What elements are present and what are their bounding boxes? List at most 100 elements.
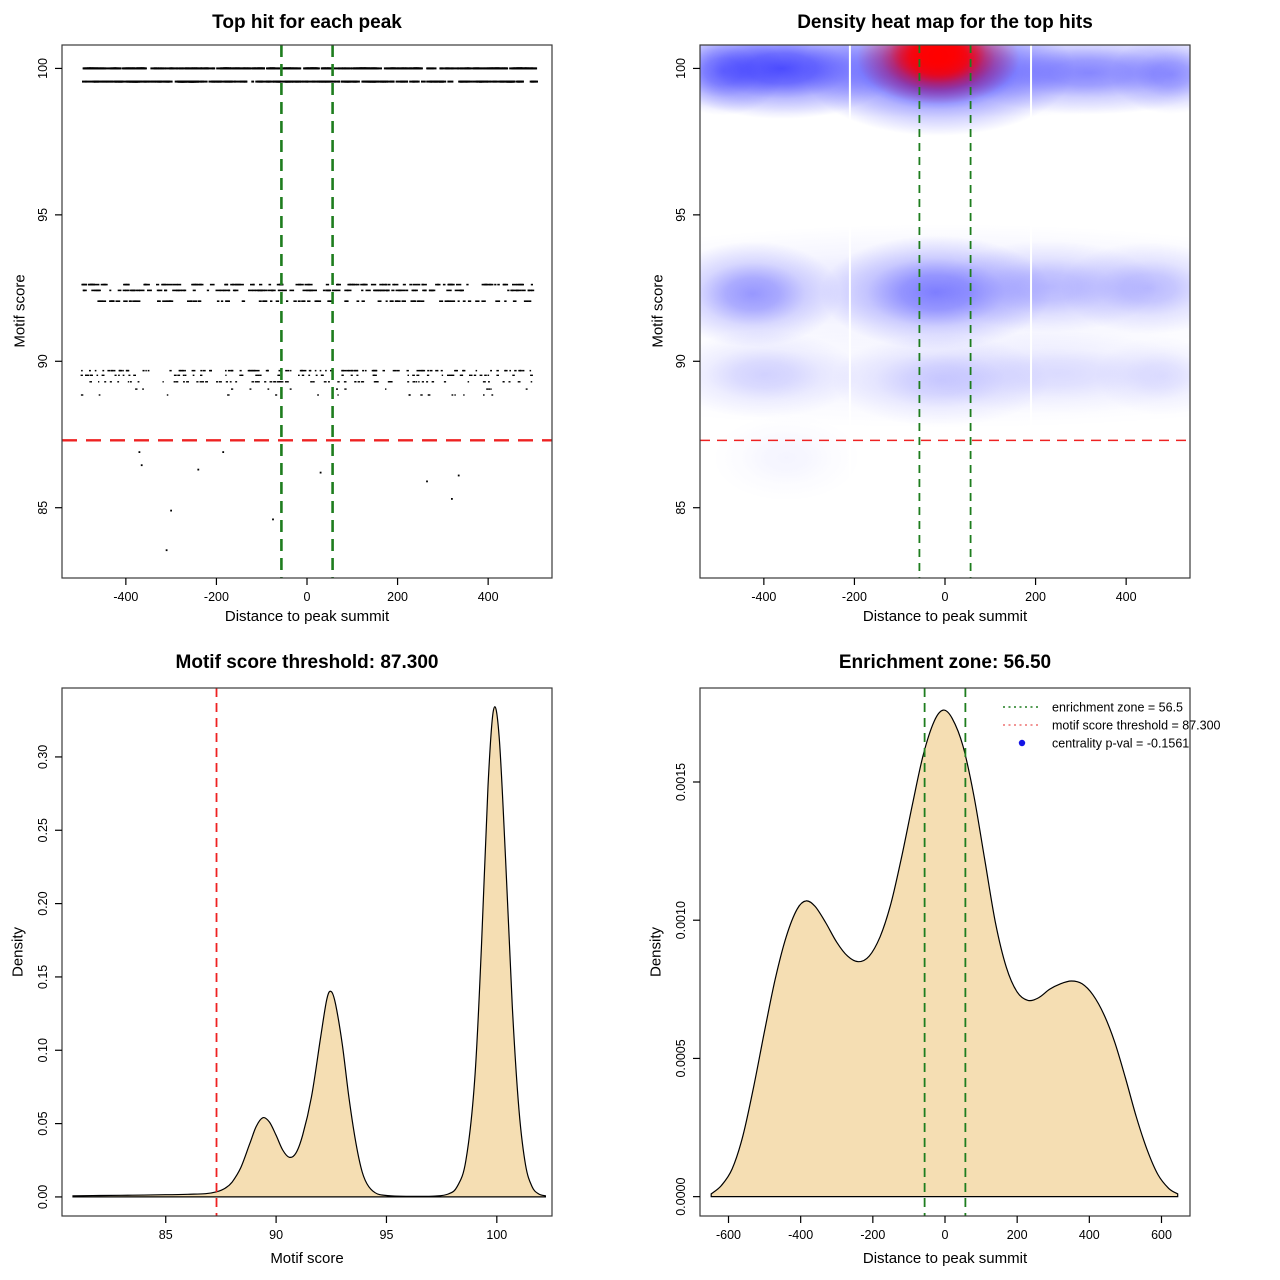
- x-axis-label-top-left: Distance to peak summit: [224, 608, 390, 625]
- plot-box: [61, 44, 553, 579]
- y-axis-ticks: 0.0000 0.0005 0.0010 0.0015: [674, 763, 700, 1216]
- y-tick-label: 0.20: [36, 891, 50, 915]
- y-axis-ticks: 85 90 95 100: [674, 58, 700, 515]
- scatter-band: [82, 289, 535, 292]
- density-curve: [72, 706, 546, 1198]
- x-tick-label: 100: [486, 1228, 507, 1242]
- data-point: [140, 464, 143, 467]
- x-axis-label-top-right: Distance to peak summit: [862, 608, 1028, 625]
- x-tick-label: -600: [716, 1228, 741, 1242]
- legend: enrichment zone = 56.5 motif score thresh…: [1003, 701, 1221, 751]
- y-tick-label: 0.05: [36, 1111, 50, 1135]
- y-tick-label: 95: [674, 208, 688, 222]
- scatter-band: [89, 381, 533, 383]
- x-tick-label: -400: [751, 590, 776, 604]
- heat-blob: [700, 241, 841, 347]
- heat-blob: [1110, 45, 1190, 114]
- y-tick-label: 0.15: [36, 965, 50, 989]
- panel-title-heatmap: Density heat map for the top hits: [797, 12, 1093, 33]
- x-axis-label-bottom-left: Motif score: [270, 1250, 344, 1267]
- x-tick-label: 200: [387, 590, 408, 604]
- panel-2: 85 90 95 100 0.00 0.05 0.10 0.15 0.20 0.25 0.30: [36, 687, 553, 1242]
- data-point: [165, 549, 168, 552]
- y-tick-label: 85: [36, 501, 50, 515]
- heat-blob: [890, 45, 986, 84]
- x-axis-ticks: -400 -200 0 200 400: [751, 578, 1137, 604]
- x-tick-label: -400: [113, 590, 138, 604]
- x-tick-label: 200: [1007, 1228, 1028, 1242]
- legend-label: centrality p-val = -0.1561: [1052, 737, 1189, 751]
- y-tick-label: 95: [36, 208, 50, 222]
- panel-title-top-hits: Top hit for each peak: [212, 12, 402, 33]
- panel-title-score-threshold: Motif score threshold: 87.300: [175, 652, 439, 673]
- y-tick-label: 0.0015: [674, 763, 688, 801]
- y-axis-label-bottom-left: Density: [9, 926, 27, 978]
- x-tick-label: -200: [842, 590, 867, 604]
- heat-blob: [1094, 336, 1190, 416]
- y-tick-label: 100: [36, 58, 50, 79]
- data-point: [222, 451, 225, 453]
- y-axis-label-bottom-right: Density: [647, 926, 665, 978]
- density-curve: [710, 709, 1179, 1198]
- scatter-band: [81, 283, 533, 286]
- y-tick-label: 0.10: [36, 1038, 50, 1062]
- data-point: [197, 468, 200, 471]
- y-axis-ticks: 85 90 95 100: [36, 58, 62, 515]
- x-axis-ticks: 85 90 95 100: [159, 1216, 507, 1242]
- data-point: [170, 509, 172, 512]
- y-tick-label: 0.00: [36, 1185, 50, 1209]
- heat-blob: [1060, 241, 1190, 335]
- scatter-band: [80, 394, 494, 396]
- y-tick-label: 0.0010: [674, 901, 688, 939]
- scatter-outliers: [138, 451, 460, 552]
- x-tick-label: 0: [942, 1228, 949, 1242]
- x-tick-label: 400: [1116, 590, 1137, 604]
- x-tick-label: 90: [269, 1228, 283, 1242]
- x-tick-label: -200: [860, 1228, 885, 1242]
- y-tick-label: 90: [36, 354, 50, 368]
- y-tick-label: 0.30: [36, 745, 50, 769]
- plot-box: [61, 687, 553, 1217]
- scatter-band: [81, 369, 532, 372]
- data-point: [272, 518, 274, 521]
- scatter-band: [82, 80, 538, 83]
- data-point: [319, 471, 322, 474]
- scatter-band: [80, 374, 533, 376]
- x-tick-label: 600: [1151, 1228, 1172, 1242]
- data-point: [451, 498, 453, 500]
- x-tick-label: 400: [478, 590, 499, 604]
- scatter-points-layer: [80, 67, 538, 552]
- legend-label: enrichment zone = 56.5: [1052, 701, 1183, 715]
- x-tick-label: -400: [788, 1228, 813, 1242]
- panel-0: -400 -200 0 200 400 85 90 95 100: [36, 44, 553, 604]
- y-tick-label: 0.25: [36, 818, 50, 842]
- x-tick-label: 400: [1079, 1228, 1100, 1242]
- y-axis-label-top-right: Motif score: [649, 274, 667, 348]
- y-tick-label: 85: [674, 501, 688, 515]
- x-axis-label-bottom-right: Distance to peak summit: [862, 1250, 1028, 1267]
- legend-label: motif score threshold = 87.300: [1052, 719, 1221, 733]
- x-tick-label: -200: [204, 590, 229, 604]
- scatter-band: [82, 67, 538, 70]
- x-tick-label: 85: [159, 1228, 173, 1242]
- panel-title-enrichment-zone: Enrichment zone: 56.50: [838, 652, 1052, 673]
- y-tick-label: 0.0000: [674, 1177, 688, 1215]
- panel-1: -400 -200 0 200 400 85 90 95 100: [674, 44, 1191, 604]
- x-tick-label: 200: [1025, 590, 1046, 604]
- y-axis-ticks: 0.00 0.05 0.10 0.15 0.20 0.25 0.30: [36, 745, 62, 1209]
- x-tick-label: 95: [380, 1228, 394, 1242]
- y-tick-label: 0.0005: [674, 1039, 688, 1077]
- x-tick-label: 0: [304, 590, 311, 604]
- data-point: [457, 474, 460, 477]
- heat-blob: [711, 414, 862, 502]
- legend-point-swatch: [1018, 739, 1026, 747]
- heatmap-layer: [700, 45, 1190, 578]
- x-axis-ticks: -400 -200 0 200 400: [113, 578, 499, 604]
- y-axis-label-top-left: Motif score: [11, 274, 29, 348]
- heat-blob: [700, 45, 785, 116]
- heat-blob: [700, 330, 859, 419]
- scatter-band: [135, 388, 528, 390]
- data-point: [426, 480, 428, 483]
- x-axis-ticks: -600 -400 -200 0 200 400 600: [716, 1216, 1172, 1242]
- data-point: [138, 451, 141, 453]
